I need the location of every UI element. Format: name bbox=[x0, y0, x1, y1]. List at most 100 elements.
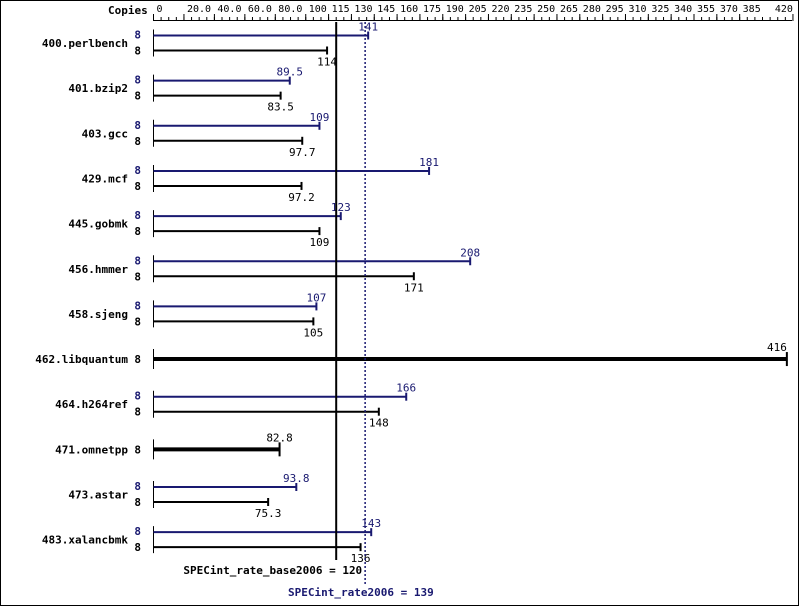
peak-copies-label: 8 bbox=[134, 119, 141, 132]
base-copies-label: 8 bbox=[134, 180, 141, 193]
tick-label: 280 bbox=[583, 4, 601, 15]
base-value-label: 171 bbox=[404, 281, 424, 294]
tick-label: 130 bbox=[354, 4, 372, 15]
base-copies-label: 8 bbox=[134, 541, 141, 554]
peak-value-label: 141 bbox=[358, 21, 378, 34]
peak-copies-label: 8 bbox=[134, 74, 141, 87]
base-copies-label: 8 bbox=[134, 496, 141, 509]
base-copies-label: 8 bbox=[134, 406, 141, 419]
benchmark-name: 471.omnetpp bbox=[55, 443, 128, 456]
copies-label: 8 bbox=[134, 443, 141, 456]
base-summary-label: SPECint_rate_base2006 = 120 bbox=[183, 564, 362, 577]
base-copies-label: 8 bbox=[134, 45, 141, 58]
peak-copies-label: 8 bbox=[134, 480, 141, 493]
base-value-label: 148 bbox=[369, 417, 389, 430]
peak-copies-label: 8 bbox=[134, 299, 141, 312]
base-copies-label: 8 bbox=[134, 315, 141, 328]
base-copies-label: 8 bbox=[134, 90, 141, 103]
peak-value-label: 89.5 bbox=[277, 66, 304, 79]
peak-value-label: 143 bbox=[361, 517, 381, 530]
base-value-label: 83.5 bbox=[267, 101, 294, 114]
copies-label: 8 bbox=[134, 353, 141, 366]
tick-label: 220 bbox=[491, 4, 509, 15]
benchmark-row: 400.perlbench 8 141 8 114 bbox=[42, 21, 378, 69]
base-copies-label: 8 bbox=[134, 135, 141, 148]
tick-label: 20.0 bbox=[187, 4, 211, 15]
tick-label: 115 bbox=[332, 4, 350, 15]
benchmark-name: 458.sjeng bbox=[68, 308, 128, 321]
tick-label: 80.0 bbox=[278, 4, 302, 15]
tick-label: 100 bbox=[309, 4, 327, 15]
base-value-label: 97.7 bbox=[289, 146, 316, 159]
peak-copies-label: 8 bbox=[134, 390, 141, 403]
benchmark-name: 400.perlbench bbox=[42, 37, 128, 50]
peak-copies-label: 8 bbox=[134, 525, 141, 538]
tick-label: 250 bbox=[537, 4, 555, 15]
tick-label: 235 bbox=[514, 4, 532, 15]
benchmark-row: 401.bzip2 8 89.5 8 83.5 bbox=[68, 66, 303, 114]
tick-label: 420 bbox=[775, 4, 793, 15]
base-value-label: 105 bbox=[303, 326, 323, 339]
tick-label: 310 bbox=[628, 4, 646, 15]
benchmark-name: 401.bzip2 bbox=[68, 82, 128, 95]
benchmark-name: 483.xalancbmk bbox=[42, 534, 128, 547]
tick-label: 205 bbox=[469, 4, 487, 15]
x-axis: 0 20.0 40.0 60.0 80.0 100 115 130 145 160 175 190 20… bbox=[153, 4, 794, 21]
tick-label: 370 bbox=[720, 4, 738, 15]
benchmark-name: 473.astar bbox=[68, 489, 128, 502]
tick-label: 145 bbox=[377, 4, 395, 15]
benchmark-row: 473.astar 8 93.8 8 75.3 bbox=[68, 472, 309, 520]
reference-lines: SPECint_rate_base2006 = 120 SPECint_rate2… bbox=[183, 22, 434, 599]
benchmark-row: 403.gcc 8 109 8 97.7 bbox=[82, 111, 330, 159]
tick-label: 190 bbox=[446, 4, 464, 15]
tick-label: 355 bbox=[697, 4, 715, 15]
benchmark-row: 462.libquantum 8 416 bbox=[35, 341, 788, 370]
base-value-label: 114 bbox=[317, 56, 337, 69]
benchmark-name: 456.hmmer bbox=[68, 263, 128, 276]
base-value-label: 97.2 bbox=[288, 191, 315, 204]
peak-value-label: 93.8 bbox=[283, 472, 310, 485]
base-copies-label: 8 bbox=[134, 270, 141, 283]
base-value-label: 109 bbox=[310, 236, 330, 249]
tick-label: 325 bbox=[651, 4, 669, 15]
value-label: 82.8 bbox=[266, 431, 293, 444]
tick-label: 175 bbox=[423, 4, 441, 15]
peak-value-label: 166 bbox=[396, 382, 416, 395]
benchmark-row: 471.omnetpp 8 82.8 bbox=[55, 431, 293, 460]
tick-label: 40.0 bbox=[217, 4, 241, 15]
base-copies-label: 8 bbox=[134, 225, 141, 238]
tick-label: 265 bbox=[560, 4, 578, 15]
peak-value-label: 181 bbox=[419, 156, 439, 169]
base-value-label: 75.3 bbox=[255, 507, 282, 520]
peak-copies-label: 8 bbox=[134, 164, 141, 177]
benchmark-name: 464.h264ref bbox=[55, 398, 128, 411]
axis-title: Copies bbox=[108, 4, 148, 17]
peak-summary-label: SPECint_rate2006 = 139 bbox=[288, 586, 434, 599]
peak-copies-label: 8 bbox=[134, 29, 141, 42]
benchmark-name: 462.libquantum bbox=[35, 353, 128, 366]
benchmark-row: 456.hmmer 8 208 8 171 bbox=[68, 246, 480, 294]
benchmark-row: 458.sjeng 8 107 8 105 bbox=[68, 291, 326, 339]
peak-value-label: 208 bbox=[460, 246, 480, 259]
peak-value-label: 123 bbox=[331, 201, 351, 214]
benchmark-name: 445.gobmk bbox=[68, 218, 128, 231]
tick-label: 0 bbox=[157, 4, 163, 15]
tick-label: 385 bbox=[743, 4, 761, 15]
tick-label: 160 bbox=[400, 4, 418, 15]
benchmark-name: 429.mcf bbox=[82, 172, 128, 185]
tick-label: 340 bbox=[674, 4, 692, 15]
peak-copies-label: 8 bbox=[134, 254, 141, 267]
peak-value-label: 107 bbox=[306, 291, 326, 304]
benchmark-row: 464.h264ref 8 166 8 148 bbox=[55, 382, 416, 430]
benchmark-name: 403.gcc bbox=[82, 127, 128, 140]
peak-copies-label: 8 bbox=[134, 209, 141, 222]
benchmark-rows: 400.perlbench 8 141 8 114 401.bzip2 8 89.5 8 83.5… bbox=[35, 21, 788, 565]
tick-label: 295 bbox=[606, 4, 624, 15]
benchmark-row: 445.gobmk 8 123 8 109 bbox=[68, 201, 350, 249]
value-label: 416 bbox=[767, 341, 787, 354]
benchmark-row: 429.mcf 8 181 8 97.2 bbox=[82, 156, 439, 204]
tick-label: 60.0 bbox=[248, 4, 272, 15]
